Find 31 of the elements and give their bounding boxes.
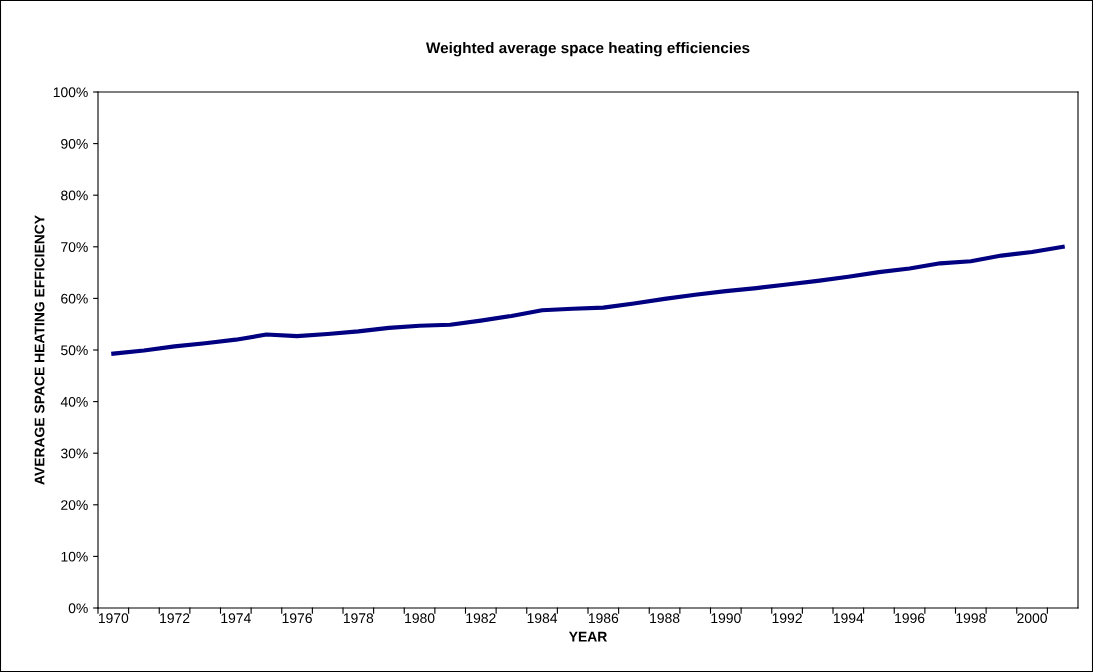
x-axis-title: YEAR bbox=[568, 631, 608, 642]
x-tick-label: 1996 bbox=[895, 613, 925, 624]
y-axis-title: AVERAGE SPACE HEATING EFFICIENCY bbox=[34, 215, 45, 485]
x-tick-label: 2000 bbox=[1017, 613, 1047, 624]
x-tick-label: 1980 bbox=[405, 613, 435, 624]
x-tick-label: 1970 bbox=[98, 613, 129, 624]
x-tick-label: 1990 bbox=[711, 613, 741, 624]
x-tick-label: 1982 bbox=[466, 613, 496, 624]
y-tick-label: 60% bbox=[61, 293, 88, 304]
y-tick-label: 20% bbox=[61, 500, 88, 510]
y-tick-label: 100% bbox=[53, 87, 88, 98]
x-tick-label: 1974 bbox=[221, 613, 251, 624]
y-tick-label: 70% bbox=[61, 242, 88, 252]
y-tick-label: 30% bbox=[61, 448, 88, 459]
x-tick-label: 1998 bbox=[956, 613, 986, 624]
y-tick-label: 0% bbox=[68, 603, 88, 614]
x-tick-label: 1978 bbox=[343, 613, 374, 624]
y-tick-label: 90% bbox=[61, 138, 88, 149]
x-tick-label: 1986 bbox=[588, 613, 619, 624]
x-tick-label: 1994 bbox=[833, 613, 864, 624]
chart-title: Weighted average space heating efficiencies bbox=[425, 42, 750, 57]
y-tick-label: 10% bbox=[61, 551, 88, 562]
x-tick-label: 1984 bbox=[527, 613, 558, 624]
line-series bbox=[111, 244, 1065, 356]
x-tick-label: 1988 bbox=[650, 613, 680, 624]
x-tick-label: 1992 bbox=[772, 613, 802, 624]
y-tick-label: 80% bbox=[61, 190, 88, 201]
y-tick-label: 40% bbox=[60, 396, 88, 407]
y-tick-label: 50% bbox=[61, 345, 88, 356]
x-tick-label: 1976 bbox=[282, 613, 312, 624]
x-tick-label: 1972 bbox=[160, 613, 190, 624]
